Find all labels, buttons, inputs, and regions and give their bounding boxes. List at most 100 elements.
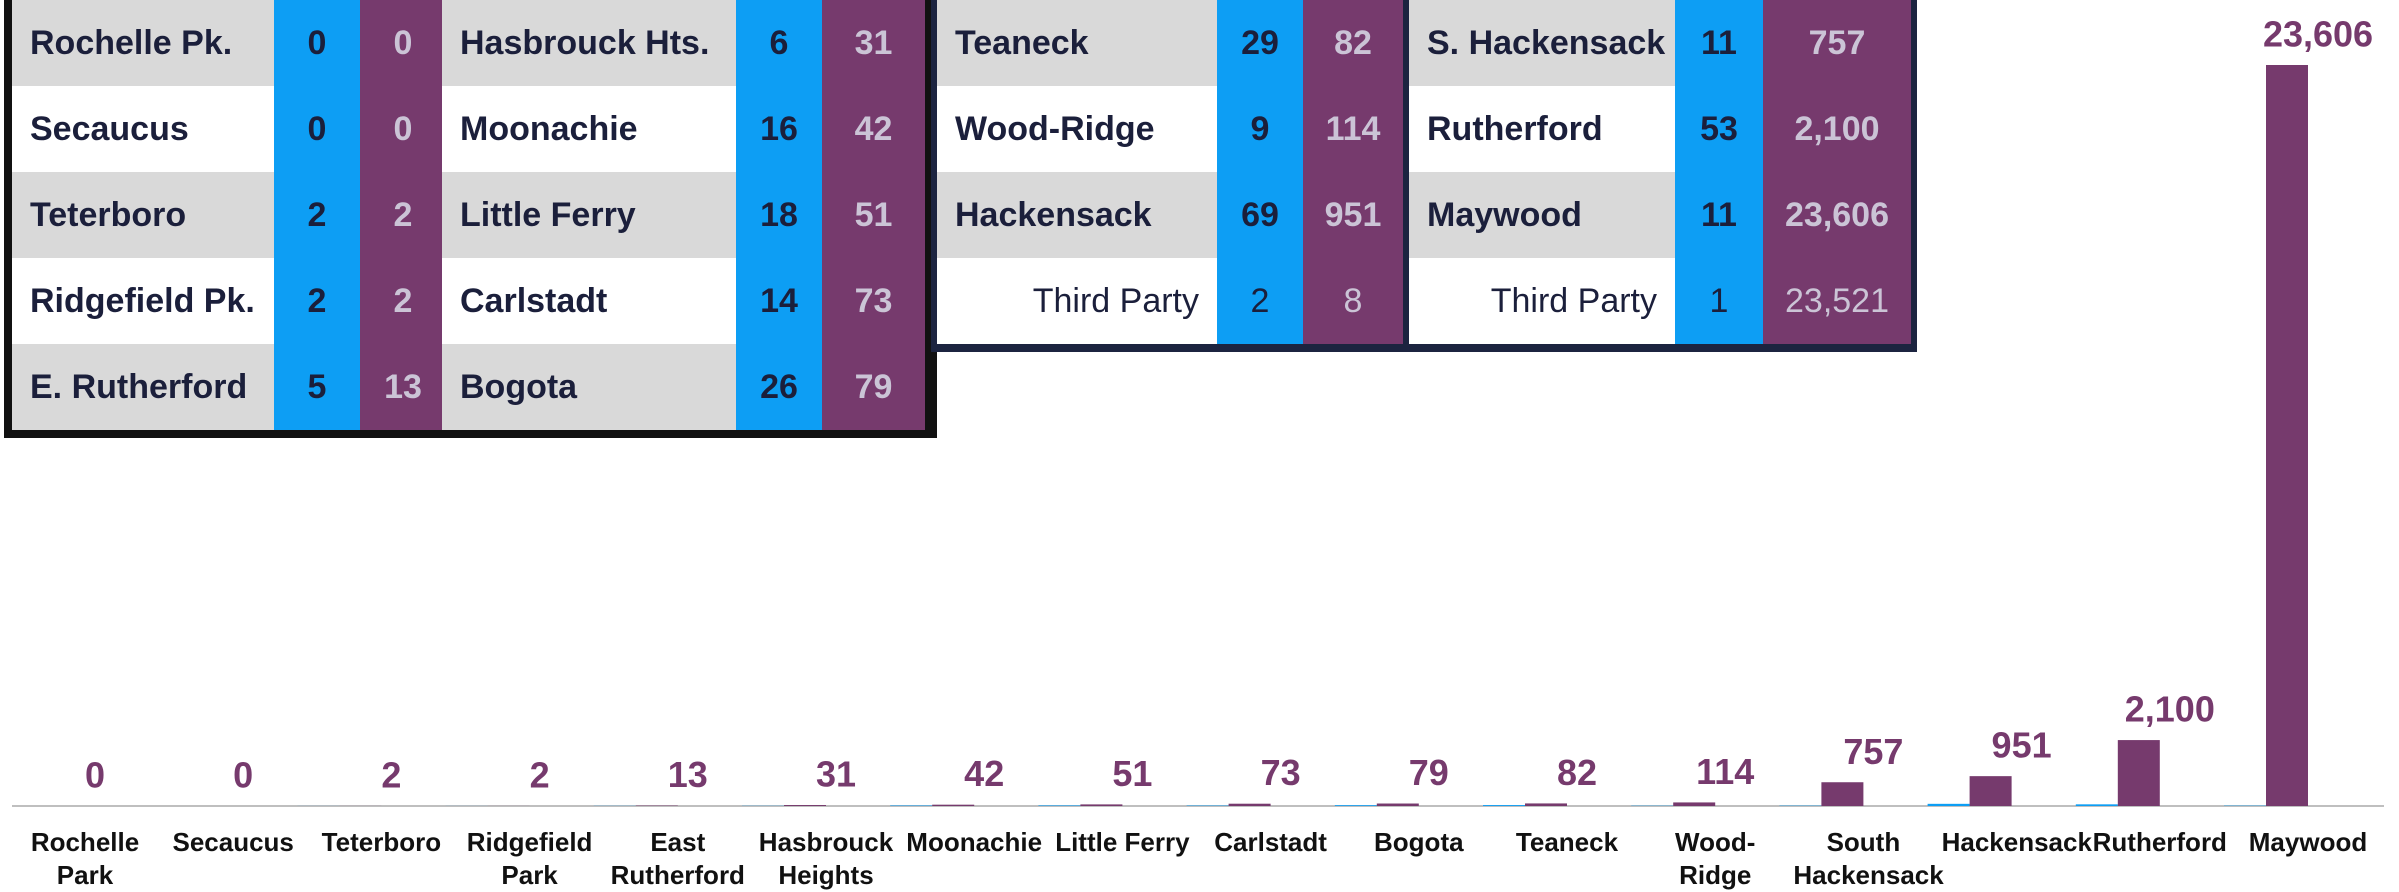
- data-label: 951: [1992, 725, 2052, 766]
- table-cell: 53: [1675, 86, 1763, 172]
- table-cell: Teterboro: [12, 172, 274, 258]
- table-cell: Carlstadt: [442, 258, 736, 344]
- table-cell: 14: [736, 258, 822, 344]
- x-tick-label: Maywood: [2238, 826, 2378, 859]
- table-cell: 2: [360, 172, 446, 258]
- table-cell: 23,521: [1763, 258, 1911, 344]
- table-cell: Wood-Ridge: [937, 86, 1217, 172]
- data-label: 73: [1261, 752, 1301, 793]
- table-cell: 757: [1763, 0, 1911, 86]
- x-tick-label: Carlstadt: [1201, 826, 1341, 859]
- table-cell: 2: [274, 258, 360, 344]
- data-label: 23,606: [2263, 14, 2373, 55]
- table-cell: 73: [822, 258, 925, 344]
- table-cell: Third Party: [1409, 258, 1675, 344]
- table-cell: E. Rutherford: [12, 344, 274, 430]
- table-cell: 11: [1675, 172, 1763, 258]
- x-tick-label: Hackensack: [1942, 826, 2082, 859]
- bar: [1080, 804, 1122, 806]
- table-cell: Hackensack: [937, 172, 1217, 258]
- bar: [2266, 65, 2308, 806]
- x-tick-label: Rutherford: [2090, 826, 2230, 859]
- table-cell: Hasbrouck Hts.: [442, 0, 736, 86]
- table-cell: 11: [1675, 0, 1763, 86]
- data-label: 2: [530, 754, 550, 795]
- x-tick-label: Secaucus: [163, 826, 303, 859]
- x-tick-label: Teaneck: [1497, 826, 1637, 859]
- data-label: 0: [85, 755, 105, 796]
- bar: [2076, 804, 2118, 806]
- table-cell: S. Hackensack: [1409, 0, 1675, 86]
- x-tick-label: Ridgefield Park: [460, 826, 600, 892]
- table-cell: 16: [736, 86, 822, 172]
- table-cell: 0: [274, 86, 360, 172]
- table-cell: Third Party: [937, 258, 1217, 344]
- table-cell: 51: [822, 172, 925, 258]
- bar: [1229, 804, 1271, 806]
- bar: [1928, 804, 1970, 806]
- table-cell: 29: [1217, 0, 1303, 86]
- table-cell: Ridgefield Pk.: [12, 258, 274, 344]
- data-label: 42: [964, 753, 1004, 794]
- bar: [1335, 805, 1377, 806]
- table-cell: 31: [822, 0, 925, 86]
- table-cell: 82: [1303, 0, 1403, 86]
- table-cell: 23,606: [1763, 172, 1911, 258]
- table-cell: Rutherford: [1409, 86, 1675, 172]
- data-label: 79: [1409, 752, 1449, 793]
- x-tick-label: South Hackensack: [1793, 826, 1933, 892]
- table-cell: 42: [822, 86, 925, 172]
- table-cell: 13: [360, 344, 446, 430]
- x-tick-label: Hasbrouck Heights: [756, 826, 896, 892]
- x-tick-label: Little Ferry: [1052, 826, 1192, 859]
- table-cell: Little Ferry: [442, 172, 736, 258]
- table-cell: Rochelle Pk.: [12, 0, 274, 86]
- bar: [890, 805, 932, 806]
- table-cell: 2: [274, 172, 360, 258]
- table-cell: 79: [822, 344, 925, 430]
- bar: [1483, 805, 1525, 806]
- table-cell: Moonachie: [442, 86, 736, 172]
- table-cell: 5: [274, 344, 360, 430]
- table-cell: 6: [736, 0, 822, 86]
- data-label: 31: [816, 754, 856, 795]
- x-tick-label: Rochelle Park: [15, 826, 155, 892]
- table-cell: Teaneck: [937, 0, 1217, 86]
- table-cell: 0: [274, 0, 360, 86]
- table-cell: Bogota: [442, 344, 736, 430]
- data-label: 757: [1843, 731, 1903, 772]
- table-cell: Secaucus: [12, 86, 274, 172]
- x-tick-label: Wood-Ridge: [1645, 826, 1785, 892]
- table-cell: 69: [1217, 172, 1303, 258]
- table-cell: 26: [736, 344, 822, 430]
- x-tick-label: Moonachie: [904, 826, 1044, 859]
- table-cell: 951: [1303, 172, 1403, 258]
- table-cell: 9: [1217, 86, 1303, 172]
- data-label: 114: [1696, 751, 1754, 792]
- table-cell: 2: [360, 258, 446, 344]
- table-cell: 0: [360, 0, 446, 86]
- data-label: 0: [233, 755, 253, 796]
- table-cell: Maywood: [1409, 172, 1675, 258]
- table-cell: 2: [1217, 258, 1303, 344]
- x-tick-label: East Rutherford: [608, 826, 748, 892]
- bar: [2118, 740, 2160, 806]
- bar: [1525, 803, 1567, 806]
- bar: [1038, 805, 1080, 806]
- table-cell: 2,100: [1763, 86, 1911, 172]
- table-cell: 114: [1303, 86, 1403, 172]
- data-label: 2,100: [2125, 689, 2215, 730]
- bar: [1673, 802, 1715, 806]
- bar: [1821, 782, 1863, 806]
- bar: [932, 805, 974, 806]
- x-tick-label: Teterboro: [311, 826, 451, 859]
- bar: [1377, 804, 1419, 806]
- table-cell: 1: [1675, 258, 1763, 344]
- bar: [784, 805, 826, 806]
- table-cell: 18: [736, 172, 822, 258]
- bar: [1970, 776, 2012, 806]
